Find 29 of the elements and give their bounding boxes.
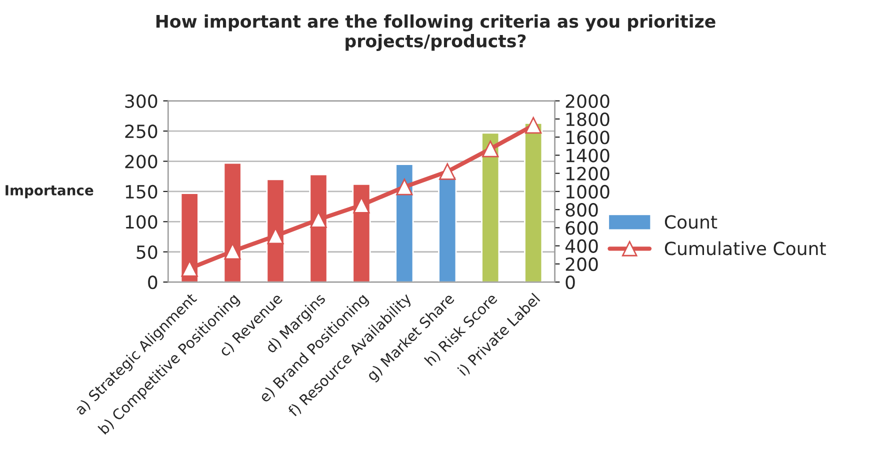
y-tick-label: 300 <box>125 94 158 108</box>
y-tick-label: 200 <box>125 154 158 168</box>
y-axis-title: Importance <box>6 185 94 198</box>
y-tick-label: 100 <box>126 215 158 229</box>
y-tick-label: 250 <box>125 124 158 138</box>
point <box>181 260 198 277</box>
y2-tick-label: 1000 <box>566 184 610 199</box>
y2-tick-label: 0 <box>566 276 575 290</box>
y2-tick-label: 800 <box>566 203 598 217</box>
point <box>482 140 499 158</box>
y2-tick-label: 2000 <box>566 94 610 108</box>
y-tick-label: 50 <box>136 245 158 259</box>
bar <box>481 132 500 282</box>
point <box>267 228 284 244</box>
point <box>525 117 542 134</box>
y2-tick-label: 1600 <box>566 130 610 144</box>
y2-tick-label: 200 <box>566 257 598 272</box>
legend-label: Cumulative Count <box>664 241 826 256</box>
y-tick-label: 0 <box>148 276 158 290</box>
y2-tick-label: 1200 <box>566 166 610 180</box>
y2-tick-label: 1800 <box>566 112 610 126</box>
chart-title: How important are the following criteria as you prioritize projects/products? <box>156 14 716 51</box>
legend-label: Count <box>664 215 718 229</box>
point <box>396 178 413 196</box>
y2-tick-label: 400 <box>565 239 598 253</box>
y2-tick-label: 600 <box>566 221 598 235</box>
y2-tick-label: 1400 <box>566 148 610 162</box>
y-tick-label: 150 <box>126 184 158 199</box>
point <box>439 163 456 180</box>
